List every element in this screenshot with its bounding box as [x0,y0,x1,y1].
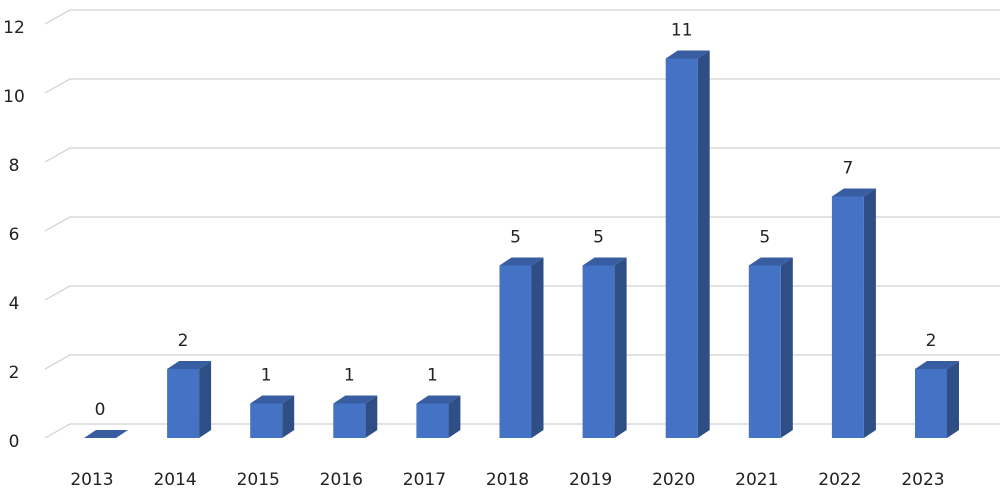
bar [167,369,200,438]
bar [333,403,366,438]
bar-top [333,395,378,404]
bar-side [614,257,627,438]
y-tick-label: 12 [3,18,25,38]
bar-top [250,395,295,404]
bar [665,58,698,438]
y-tick-label: 6 [9,225,20,245]
bar-side [947,361,959,438]
bar-top [748,257,793,266]
y-tick-label: 2 [9,363,20,383]
value-label: 1 [261,366,272,386]
value-label: 1 [427,366,438,386]
x-tick-label: 2015 [237,470,280,490]
bar-top [582,257,627,266]
bar-top [831,188,876,197]
bar [416,403,449,438]
x-tick-label: 2014 [153,470,196,490]
value-label: 0 [95,400,106,420]
bar-top [915,361,959,369]
value-label: 5 [759,228,770,248]
value-label: 2 [178,331,189,351]
x-tick-label: 2018 [486,470,529,490]
bar-side [365,395,378,438]
x-tick-label: 2017 [403,470,446,490]
bar [499,265,532,438]
bar-top [84,430,128,438]
bar-side [282,395,295,438]
x-tick-label: 2013 [70,470,113,490]
value-label: 5 [593,228,604,248]
bar-top [665,50,710,59]
bar [582,265,615,438]
bar-side [199,361,212,438]
y-tick-label: 8 [9,156,20,176]
value-label: 7 [842,159,853,179]
x-tick-label: 2021 [735,470,778,490]
bar [250,403,283,438]
bar-side [780,257,793,438]
value-label: 5 [510,228,521,248]
x-tick-label: 2016 [320,470,363,490]
y-tick-label: 4 [9,294,20,314]
bar [915,369,947,438]
x-tick-label: 2019 [569,470,612,490]
grid-line [44,78,1000,94]
bar-side [863,188,876,438]
value-label: 11 [671,21,693,41]
bar-side [697,50,710,438]
bar-top [499,257,544,266]
value-label: 1 [344,366,355,386]
x-tick-label: 2020 [652,470,695,490]
grid-line [44,147,1000,163]
bar-top [167,361,212,369]
x-tick-label: 2022 [818,470,861,490]
bar-top [416,395,461,404]
y-tick-label: 10 [3,87,25,107]
y-tick-label: 0 [9,432,20,452]
x-tick-label: 2023 [901,470,944,490]
value-label: 2 [926,331,937,351]
bar-side [448,395,461,438]
bar [748,265,781,438]
bar [831,196,864,438]
grid-line [44,9,1000,25]
bar-side [531,257,544,438]
